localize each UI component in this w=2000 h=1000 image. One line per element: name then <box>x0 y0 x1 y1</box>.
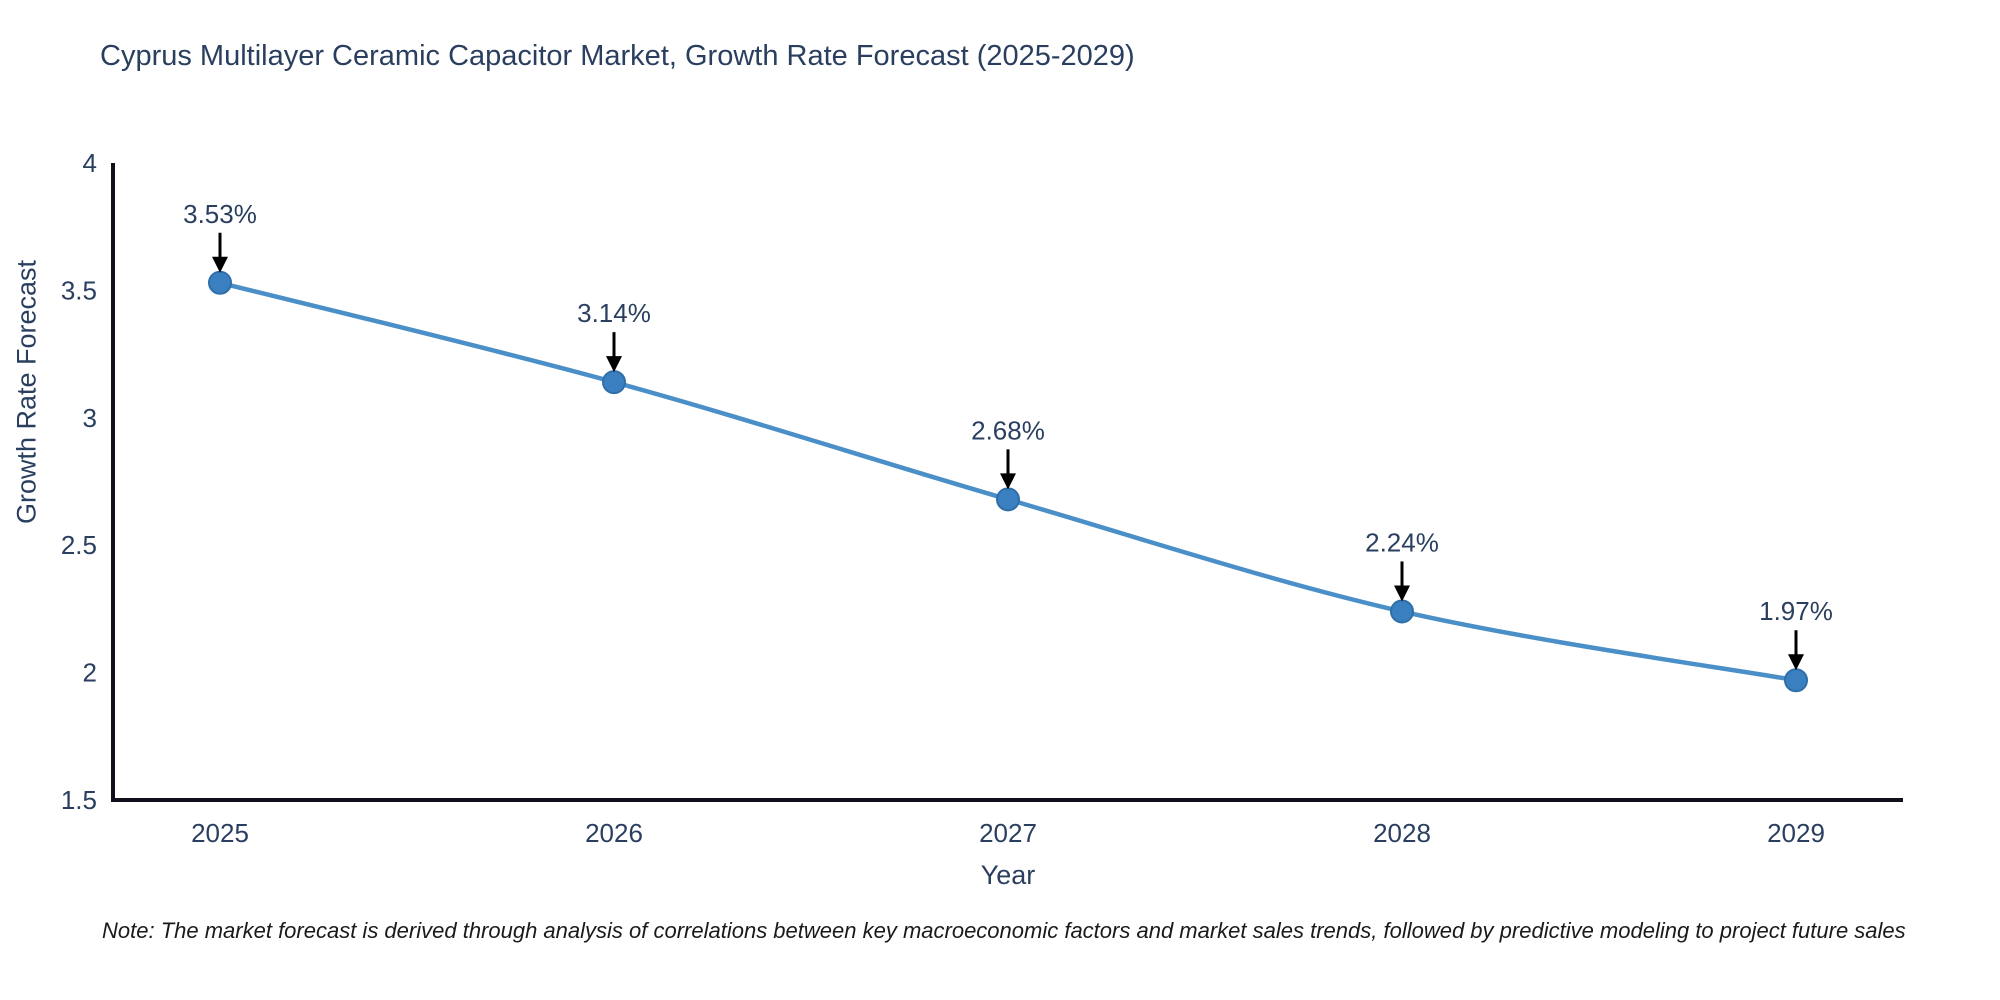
annotation-label: 1.97% <box>1759 596 1833 626</box>
annotation-arrowhead <box>1394 585 1410 602</box>
data-point-marker <box>996 487 1020 512</box>
x-axis-title: Year <box>980 860 1036 890</box>
annotation-arrowhead <box>606 356 622 373</box>
annotation-label: 3.53% <box>183 199 257 229</box>
x-tick-label: 2028 <box>1373 818 1431 848</box>
y-tick-label: 2 <box>83 658 97 688</box>
x-tick-label: 2025 <box>191 818 249 848</box>
y-tick-label: 3.5 <box>61 275 97 305</box>
annotation-label: 3.14% <box>577 298 651 328</box>
x-tick-label: 2029 <box>1767 818 1825 848</box>
y-tick-label: 1.5 <box>61 785 97 815</box>
y-tick-label: 4 <box>83 148 97 178</box>
annotation-arrowhead <box>1788 654 1804 671</box>
x-tick-label: 2026 <box>585 818 643 848</box>
annotation-label: 2.24% <box>1365 527 1439 557</box>
data-point-marker <box>208 270 232 295</box>
annotation-arrowhead <box>1000 473 1016 490</box>
data-point-marker <box>1390 599 1414 624</box>
data-point-marker <box>1784 668 1808 693</box>
annotation-label: 2.68% <box>971 415 1045 445</box>
chart-title: Cyprus Multilayer Ceramic Capacitor Mark… <box>100 40 1135 72</box>
data-point-marker <box>602 370 626 395</box>
y-tick-label: 3 <box>83 403 97 433</box>
y-tick-label: 2.5 <box>61 530 97 560</box>
x-tick-label: 2027 <box>979 818 1037 848</box>
footnote: Note: The market forecast is derived thr… <box>102 918 1906 943</box>
annotation-arrowhead <box>212 256 228 273</box>
